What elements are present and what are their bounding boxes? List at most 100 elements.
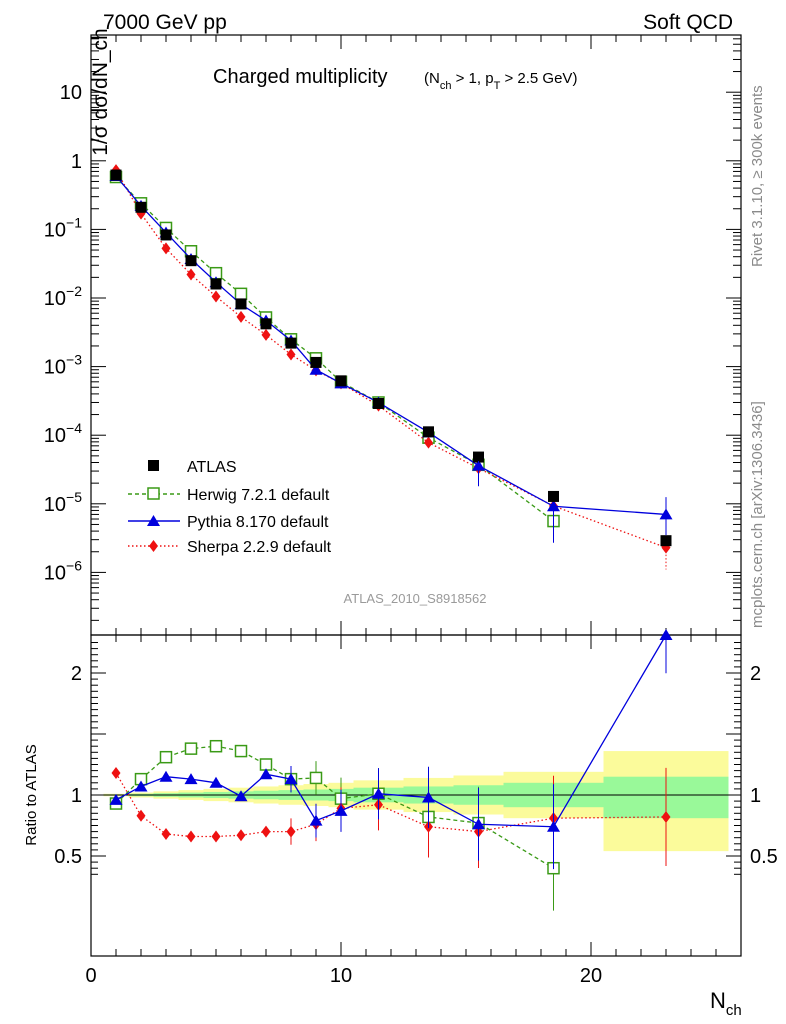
ratio-y-tick-label: 1 (71, 785, 82, 807)
ratio-series-herwig (109, 739, 560, 911)
ratio-pythia-point (547, 820, 560, 832)
ratio-axes: 0 10 20 0.5 0.5 1 1 2 2 (54, 634, 778, 987)
ratio-herwig-point (234, 744, 248, 758)
sherpa-point (261, 328, 271, 341)
sherpa-point (161, 242, 171, 255)
pythia-point (309, 363, 323, 375)
ratio-pythia-point (372, 787, 385, 799)
y-tick-label: 10−6 (44, 557, 82, 584)
legend-label-atlas: ATLAS (187, 459, 237, 476)
ratio-herwig-point (209, 739, 223, 753)
ratio-sherpa-point (211, 830, 221, 843)
data-point (160, 229, 172, 241)
x-tick-label: 10 (330, 965, 352, 987)
mcplots-citation-label: mcplots.cern.ch [arXiv:1306.3436] (749, 401, 766, 628)
ratio-pythia-point (472, 818, 485, 830)
ratio-uncertainty-band (103, 751, 729, 852)
ratio-herwig-point (309, 771, 323, 785)
ratio-pythia-point (134, 780, 148, 792)
y-tick-label: 10−1 (44, 214, 82, 241)
legend-marker-pythia (147, 515, 160, 526)
title-main: Charged multiplicity (213, 66, 388, 88)
data-point (185, 255, 197, 267)
ratio-sherpa-point (261, 825, 271, 838)
ratio-y-tick-label: 0.5 (54, 846, 82, 868)
data-point (423, 426, 434, 438)
ratio-herwig-point (159, 750, 173, 764)
legend: ATLAS Herwig 7.2.1 default Pythia 8.170 … (128, 459, 332, 556)
data-point (660, 535, 672, 547)
data-point (310, 356, 322, 368)
data-point (548, 490, 559, 502)
ratio-line-sherpa (115, 772, 667, 838)
plot-title: Charged multiplicity (Nch > 1, pT > 2.5 … (213, 66, 577, 92)
ratio-y-tick-label-right: 1 (750, 785, 761, 807)
sherpa-point (211, 290, 221, 303)
ratio-sherpa-point (661, 810, 671, 823)
ratio-pythia-point (159, 770, 173, 782)
ratio-ylabel: Ratio to ATLAS (23, 744, 40, 845)
ratio-pythia-point (422, 791, 435, 803)
legend-label-pythia: Pythia 8.170 default (187, 514, 329, 531)
header-right: Soft QCD (643, 11, 733, 34)
ratio-pythia-point (184, 773, 198, 785)
sherpa-point (186, 268, 196, 281)
ratio-sherpa-point (186, 830, 196, 843)
herwig-point (234, 287, 248, 301)
title-sub: (Nch > 1, pT > 2.5 GeV) (424, 70, 577, 92)
ratio-sherpa-point (236, 829, 246, 842)
y-tick-label: 10−3 (44, 352, 82, 379)
ratio-pythia-point (209, 776, 223, 788)
ratio-y-tick-label: 2 (71, 663, 82, 685)
ratio-pythia-point (109, 793, 123, 805)
y-tick-label: 1 (71, 151, 82, 173)
ratio-herwig-point (184, 742, 198, 755)
y-tick-label: 10−4 (44, 420, 82, 447)
ratio-pythia-point (259, 768, 273, 780)
series-data (110, 169, 672, 547)
ratio-pythia-point (659, 629, 673, 640)
svg-text:Nch: Nch (710, 988, 742, 1019)
legend-marker-atlas (148, 460, 159, 471)
ratio-pythia-point (334, 804, 348, 816)
series-line-herwig (115, 176, 554, 522)
legend-label-herwig: Herwig 7.2.1 default (187, 487, 330, 504)
y-tick-label: 10−5 (44, 489, 82, 516)
x-tick-label: 0 (85, 965, 96, 987)
ratio-y-tick-label-right: 0.5 (750, 846, 778, 868)
xlabel: Nch (710, 988, 742, 1019)
main-series (109, 164, 673, 570)
data-point (335, 375, 347, 387)
ratio-sherpa-point (161, 828, 171, 841)
sherpa-point (286, 348, 296, 361)
y-tick-label: 10−2 (44, 283, 82, 310)
ratio-pythia-point (234, 790, 248, 802)
ratio-pythia-point (284, 773, 298, 785)
data-point (210, 278, 222, 290)
ratio-series (109, 629, 673, 911)
data-point (110, 169, 122, 181)
data-point (473, 451, 484, 463)
ratio-series-pythia (109, 629, 673, 870)
analysis-label: ATLAS_2010_S8918562 (344, 591, 487, 606)
legend-marker-herwig (147, 487, 160, 500)
data-point (260, 318, 272, 330)
pythia-point (547, 500, 560, 512)
legend-label-sherpa: Sherpa 2.2.9 default (187, 539, 332, 556)
main-axes: 10−6 10−5 10−4 10−3 10−2 10−1 1 10 (44, 34, 742, 636)
data-point (373, 397, 384, 409)
data-point (135, 201, 147, 213)
data-point (285, 337, 297, 349)
sherpa-point (236, 310, 246, 323)
x-tick-label: 20 (580, 965, 602, 987)
rivet-version-label: Rivet 3.1.10, ≥ 300k events (749, 85, 766, 267)
ratio-sherpa-point (111, 767, 121, 780)
ratio-pythia-point (309, 814, 323, 826)
data-point (235, 298, 247, 310)
ratio-y-tick-label-right: 2 (750, 663, 761, 685)
ratio-sherpa-point (286, 825, 296, 838)
sherpa-point (424, 436, 433, 449)
header-left: 7000 GeV pp (103, 11, 227, 34)
y-tick-label: 10 (60, 82, 82, 104)
